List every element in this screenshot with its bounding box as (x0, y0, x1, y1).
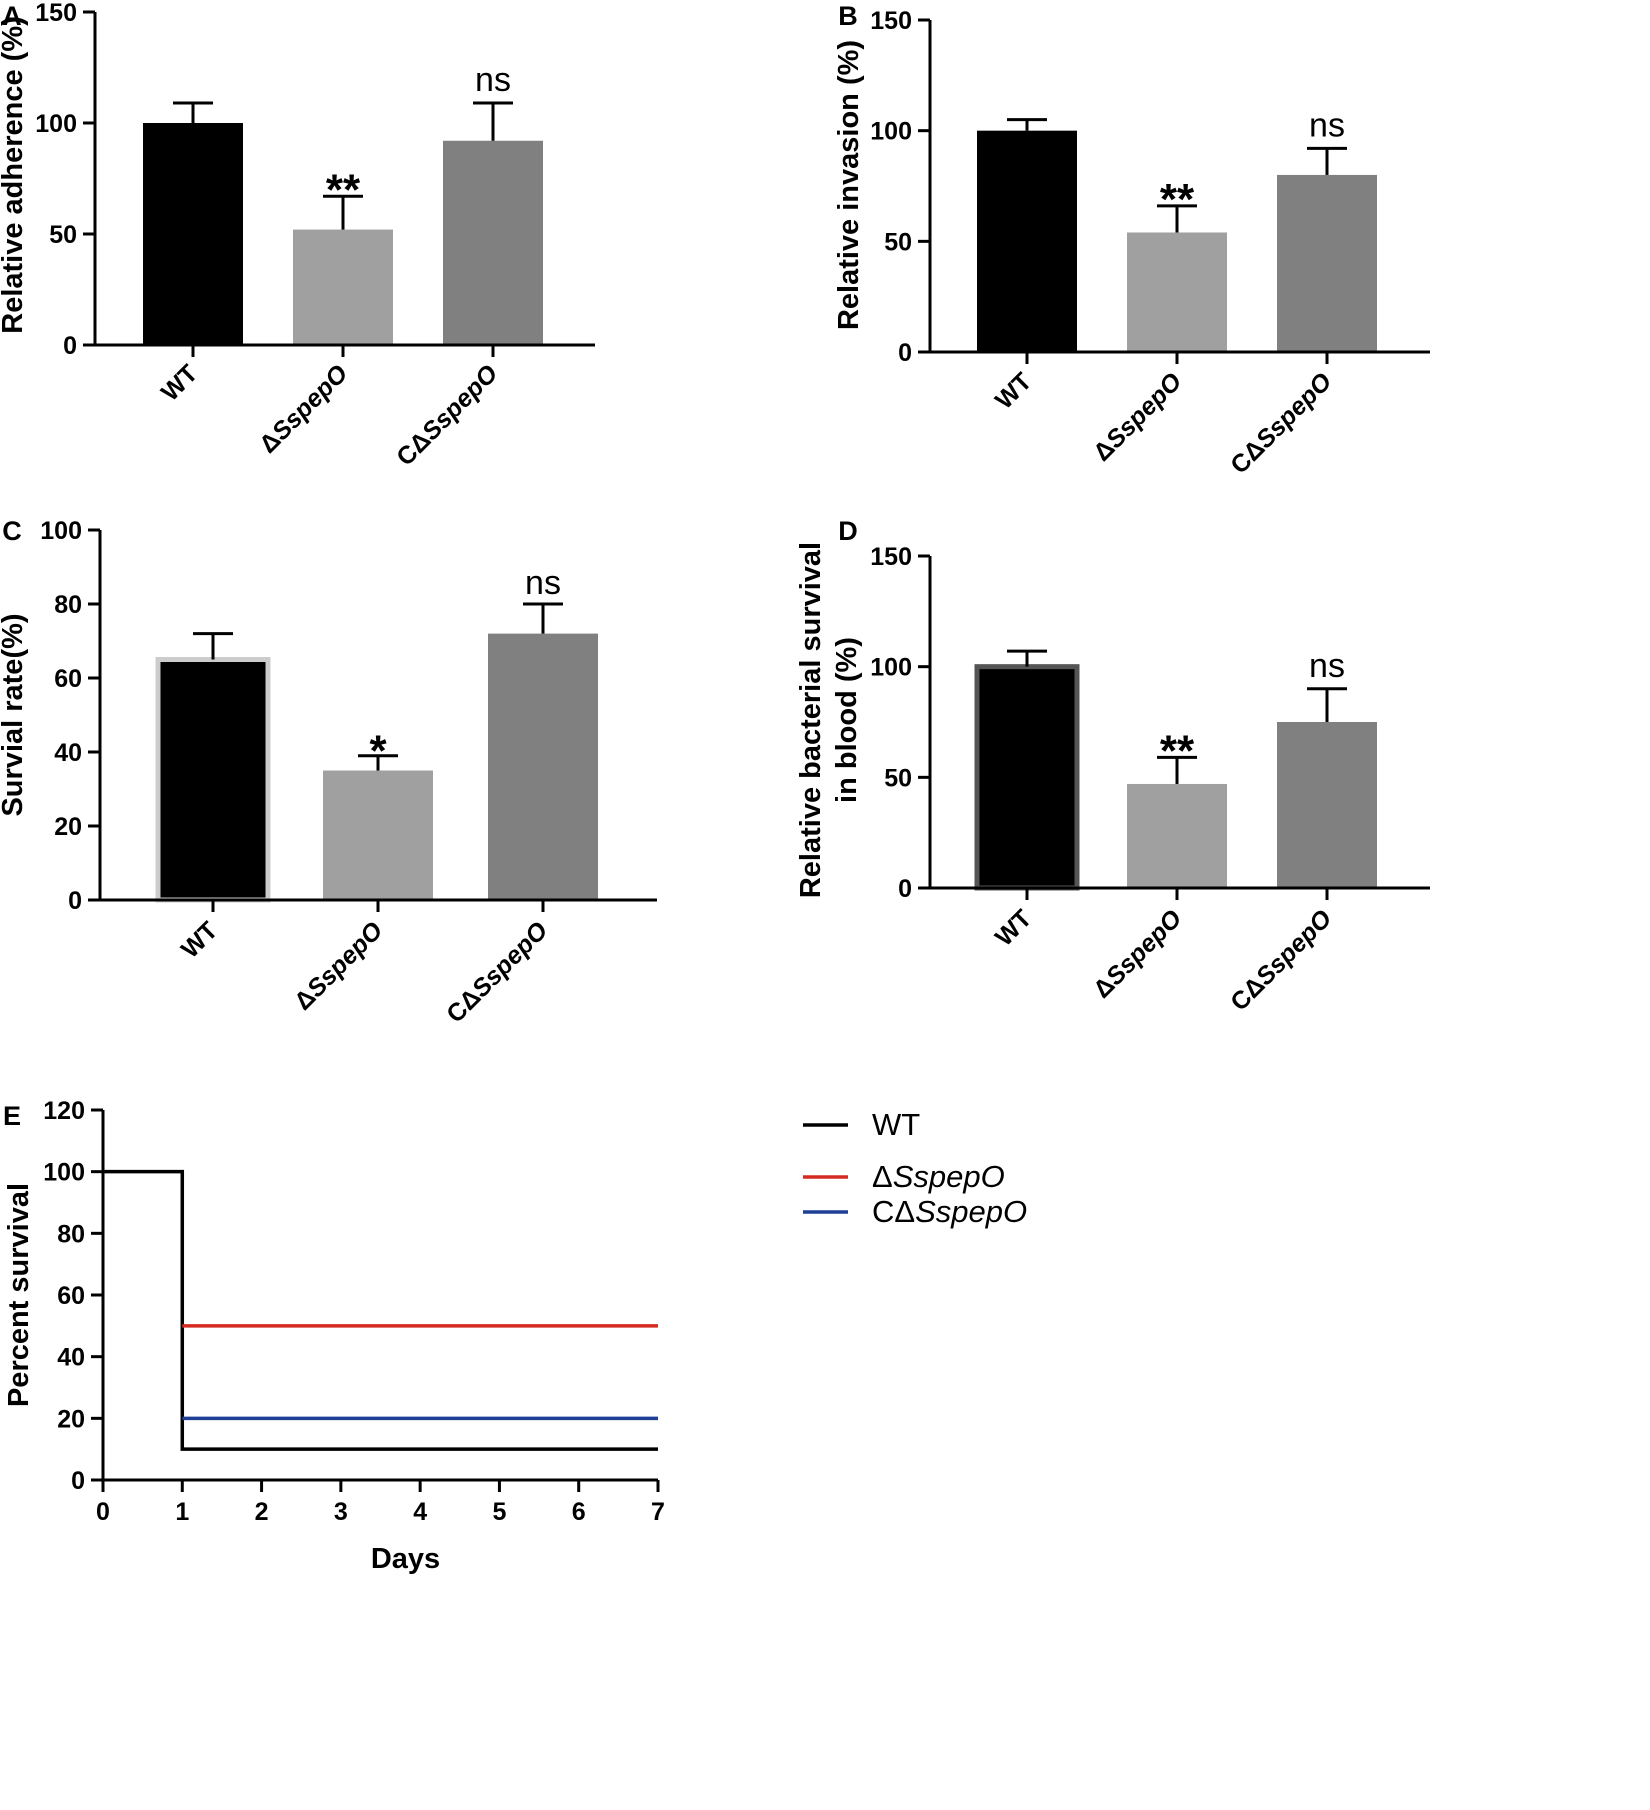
legend-label: CΔSspepO (872, 1194, 1027, 1229)
y-tick-label: 150 (870, 543, 912, 571)
y-tick-label: 0 (63, 332, 77, 360)
panel-label: B (838, 1, 858, 31)
bar (974, 664, 1080, 891)
bar (323, 770, 433, 900)
x-tick-label: 4 (413, 1498, 427, 1526)
x-tick-label: ΔSspepO (1088, 367, 1188, 467)
chart-panel-e: E 0 20 40 60 80 100 120 0 1 2 3 4 5 6 7 Days Percent surv… (3, 1097, 1027, 1575)
legend-label: ΔSspepO (872, 1159, 1005, 1194)
legend-label: WT (872, 1107, 920, 1142)
y-axis-title: Relative invasion (%) (833, 40, 865, 330)
x-tick-label: CΔSspepO (1225, 904, 1337, 1016)
panel-label: C (2, 516, 22, 546)
bar (1127, 783, 1227, 888)
x-tick-label: WT (990, 904, 1037, 951)
x-tick-label: 1 (175, 1498, 189, 1526)
significance-label: ** (326, 165, 361, 214)
x-axis-title: Days (371, 1543, 440, 1575)
chart-panel-a: A WT ** ΔSspepO ns CΔSspepO 0 50 100 150Relative … (0, 0, 595, 472)
x-tick-label: WT (156, 359, 203, 406)
y-tick-label: 20 (54, 813, 82, 841)
significance-label: ns (475, 61, 511, 99)
y-tick-label: 100 (43, 1159, 85, 1187)
y-tick-label: 0 (898, 339, 912, 367)
chart-panel-d: D WT ** ΔSspepO ns CΔSspepO 0 50 100 150 Relative … (795, 516, 1430, 1017)
y-tick-label: 60 (54, 665, 82, 693)
y-tick-label: 100 (40, 517, 82, 545)
x-tick-label: CΔSspepO (391, 359, 503, 471)
significance-label: ns (1309, 106, 1345, 144)
y-axis-title: Relative adherence (%) (0, 16, 29, 334)
y-tick-label: 60 (57, 1282, 85, 1310)
bar (293, 229, 393, 345)
y-tick-label: 50 (884, 764, 912, 792)
significance-label: * (369, 727, 387, 776)
x-tick-label: CΔSspepO (441, 916, 553, 1028)
x-tick-label: 3 (334, 1498, 348, 1526)
y-tick-label: 150 (35, 0, 77, 27)
y-tick-label: 50 (884, 228, 912, 256)
x-tick-label: WT (990, 367, 1037, 414)
x-tick-label: WT (176, 916, 223, 963)
panel-label: E (3, 1101, 21, 1131)
chart-panel-c: C WT * ΔSspepO ns CΔSspepO 0 20 40 60 80 100 Survial… (0, 516, 657, 1029)
bar (488, 633, 598, 900)
x-tick-label: 7 (651, 1498, 665, 1526)
y-tick-label: 0 (68, 887, 82, 915)
bar (1127, 232, 1227, 352)
significance-label: ** (1160, 175, 1195, 224)
x-tick-label: 5 (492, 1498, 506, 1526)
chart-panel-b: B WT ** ΔSspepO ns CΔSspepO 0 50 100 150Relative … (833, 1, 1430, 480)
bar (977, 130, 1077, 352)
bar (1277, 722, 1377, 888)
y-tick-label: 100 (870, 118, 912, 146)
bar (143, 123, 243, 345)
x-tick-label: CΔSspepO (1225, 367, 1337, 479)
y-tick-label: 120 (43, 1097, 85, 1125)
y-axis-title: Percent survival (3, 1183, 35, 1407)
y-tick-label: 0 (898, 875, 912, 903)
y-tick-label: 150 (870, 7, 912, 35)
y-tick-label: 80 (54, 591, 82, 619)
y-tick-label: 100 (35, 110, 77, 138)
x-tick-label: 6 (572, 1498, 586, 1526)
bar (443, 140, 543, 345)
x-tick-label: 2 (255, 1498, 269, 1526)
y-tick-label: 40 (57, 1344, 85, 1372)
y-tick-label: 0 (71, 1467, 85, 1495)
y-tick-label: 40 (54, 739, 82, 767)
y-tick-label: 80 (57, 1220, 85, 1248)
y-axis-title: in blood (%) (831, 637, 863, 803)
series-line (103, 1169, 658, 1451)
y-tick-label: 100 (870, 654, 912, 682)
x-tick-label: ΔSspepO (289, 916, 389, 1016)
x-tick-label: ΔSspepO (1088, 904, 1188, 1004)
bar (155, 657, 271, 903)
y-axis-title: Relative bacterial survival (795, 542, 827, 898)
significance-label: ** (1160, 726, 1195, 775)
y-axis-title: Survial rate(%) (0, 613, 29, 816)
significance-label: ns (525, 564, 561, 602)
bar (1277, 174, 1377, 352)
x-tick-label: ΔSspepO (254, 359, 354, 459)
y-tick-label: 20 (57, 1405, 85, 1433)
panel-label: D (838, 516, 858, 546)
y-tick-label: 50 (49, 221, 77, 249)
significance-label: ns (1309, 647, 1345, 685)
x-tick-label: 0 (96, 1498, 110, 1526)
panel-label: A (2, 1, 22, 31)
